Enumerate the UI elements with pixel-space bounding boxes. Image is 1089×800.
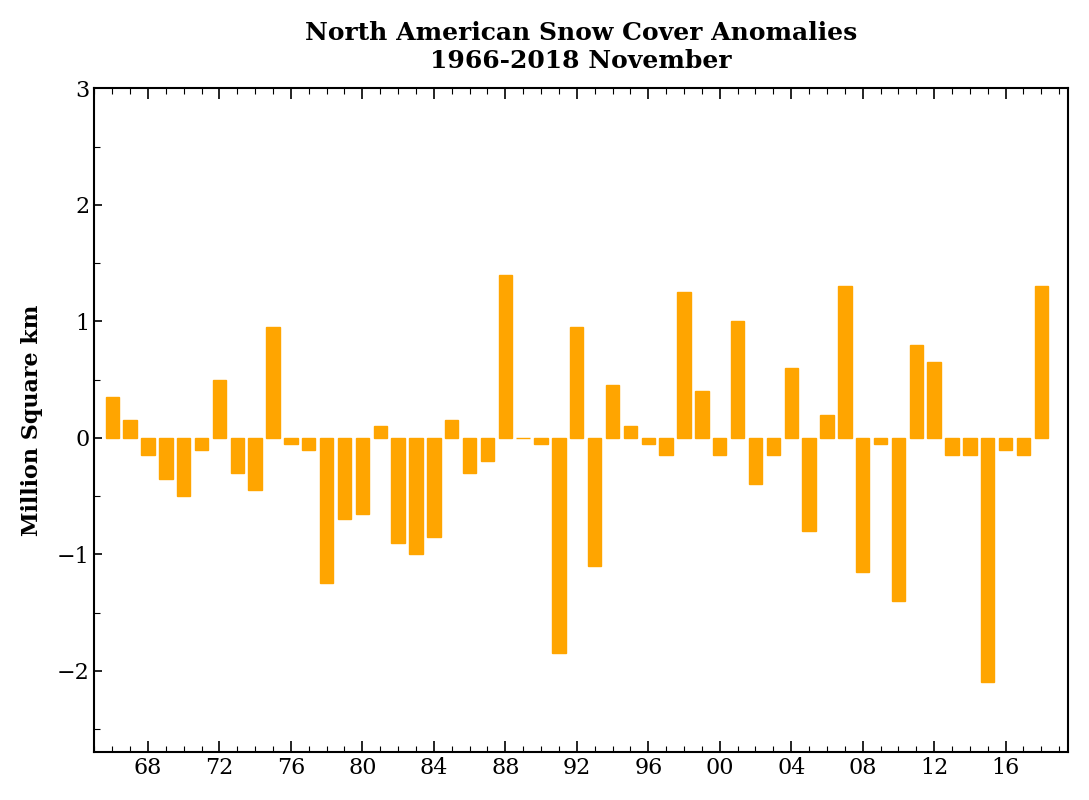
Bar: [284, 438, 297, 444]
Bar: [391, 438, 405, 542]
Bar: [767, 438, 780, 455]
Bar: [803, 438, 816, 531]
Bar: [106, 397, 119, 438]
Bar: [499, 275, 512, 438]
Bar: [409, 438, 423, 554]
Bar: [945, 438, 958, 455]
Y-axis label: Million Square km: Million Square km: [21, 305, 42, 536]
Bar: [142, 438, 155, 455]
Bar: [660, 438, 673, 455]
Bar: [570, 327, 584, 438]
Bar: [445, 420, 458, 438]
Bar: [356, 438, 369, 514]
Bar: [695, 391, 709, 438]
Bar: [1017, 438, 1030, 455]
Bar: [248, 438, 261, 490]
Bar: [123, 420, 137, 438]
Bar: [820, 414, 834, 438]
Bar: [374, 426, 387, 438]
Bar: [231, 438, 244, 473]
Bar: [605, 386, 620, 438]
Bar: [784, 368, 798, 438]
Bar: [909, 345, 923, 438]
Bar: [159, 438, 172, 478]
Bar: [1035, 286, 1048, 438]
Bar: [535, 438, 548, 444]
Bar: [338, 438, 351, 519]
Bar: [749, 438, 762, 485]
Bar: [713, 438, 726, 455]
Bar: [463, 438, 476, 473]
Bar: [999, 438, 1013, 450]
Bar: [963, 438, 977, 455]
Bar: [178, 438, 191, 496]
Bar: [641, 438, 654, 444]
Bar: [928, 362, 941, 438]
Bar: [480, 438, 494, 461]
Bar: [731, 322, 744, 438]
Bar: [427, 438, 441, 537]
Bar: [873, 438, 888, 444]
Bar: [677, 292, 690, 438]
Bar: [856, 438, 869, 572]
Bar: [892, 438, 905, 601]
Bar: [552, 438, 565, 654]
Bar: [624, 426, 637, 438]
Bar: [195, 438, 208, 450]
Bar: [267, 327, 280, 438]
Bar: [320, 438, 333, 583]
Bar: [212, 380, 227, 438]
Bar: [981, 438, 994, 682]
Bar: [588, 438, 601, 566]
Bar: [302, 438, 316, 450]
Title: North American Snow Cover Anomalies
1966-2018 November: North American Snow Cover Anomalies 1966…: [305, 21, 857, 73]
Bar: [839, 286, 852, 438]
